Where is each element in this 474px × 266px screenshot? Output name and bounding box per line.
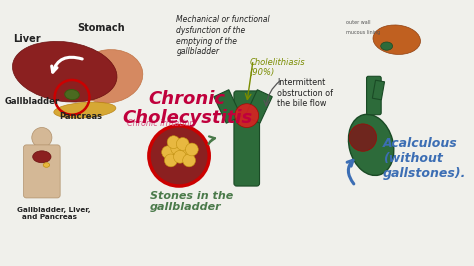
- Circle shape: [176, 138, 189, 150]
- Circle shape: [180, 146, 193, 159]
- Ellipse shape: [65, 90, 79, 100]
- Ellipse shape: [33, 151, 51, 163]
- Ellipse shape: [348, 114, 394, 176]
- Circle shape: [182, 154, 195, 167]
- Polygon shape: [214, 90, 241, 123]
- Circle shape: [173, 150, 186, 163]
- Text: Gallbladder: Gallbladder: [4, 97, 59, 106]
- Polygon shape: [245, 90, 272, 123]
- Circle shape: [32, 127, 52, 148]
- Text: mucous lining: mucous lining: [346, 30, 381, 35]
- Ellipse shape: [373, 25, 420, 55]
- Circle shape: [164, 154, 177, 167]
- Text: Liver: Liver: [13, 35, 41, 44]
- Circle shape: [235, 104, 259, 127]
- Text: Mechanical or functional
dysfunction of the
emptying of the
gallbladder: Mechanical or functional dysfunction of …: [176, 15, 270, 56]
- Text: Stomach: Stomach: [78, 23, 125, 34]
- Polygon shape: [373, 80, 384, 100]
- Circle shape: [171, 142, 183, 155]
- Ellipse shape: [54, 102, 116, 118]
- Text: outer wall: outer wall: [346, 20, 371, 25]
- FancyBboxPatch shape: [366, 76, 381, 115]
- Ellipse shape: [74, 49, 143, 103]
- Circle shape: [349, 124, 377, 151]
- Text: Gallbladder, Liver,
  and Pancreas: Gallbladder, Liver, and Pancreas: [17, 207, 91, 220]
- Circle shape: [167, 136, 180, 148]
- Text: Intermittent
obstruction of
the bile flow: Intermittent obstruction of the bile flo…: [277, 78, 333, 108]
- Ellipse shape: [12, 41, 117, 102]
- Text: Acalculous
(without
gallstones).: Acalculous (without gallstones).: [383, 137, 466, 180]
- FancyBboxPatch shape: [24, 145, 60, 198]
- Circle shape: [185, 143, 198, 156]
- Text: Chronic irritation: Chronic irritation: [127, 119, 194, 128]
- Circle shape: [149, 126, 209, 186]
- Ellipse shape: [43, 163, 50, 167]
- Text: Chronic
Cholecystitis: Chronic Cholecystitis: [122, 90, 252, 127]
- Text: Cholelithiasis
(90%): Cholelithiasis (90%): [249, 58, 305, 77]
- Ellipse shape: [381, 42, 392, 50]
- FancyBboxPatch shape: [234, 91, 260, 186]
- Circle shape: [162, 146, 174, 159]
- Text: Stones in the
gallbladder: Stones in the gallbladder: [150, 191, 233, 212]
- Text: Pancreas: Pancreas: [59, 112, 102, 121]
